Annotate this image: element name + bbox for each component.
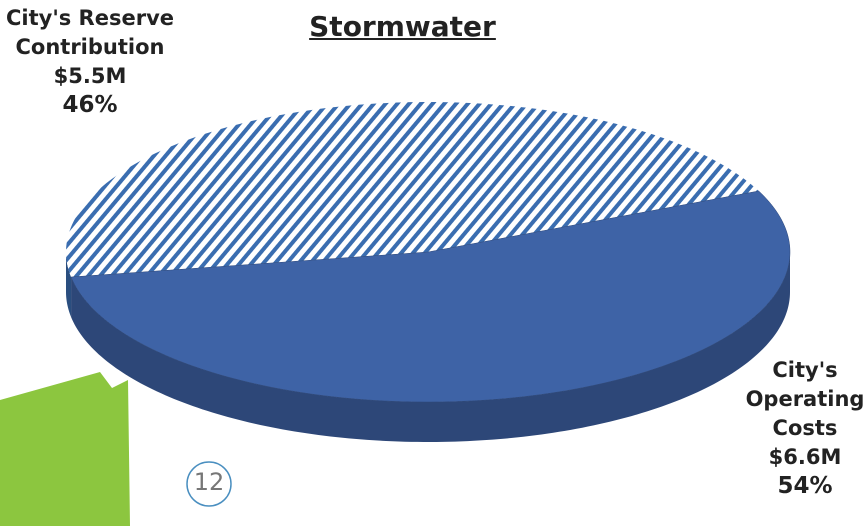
amount-label: $6.6M <box>768 445 842 469</box>
page-number: 12 <box>193 468 225 496</box>
pie <box>66 102 791 442</box>
slice-label: City's Reserve Contribution $5.5M 46% <box>5 4 175 120</box>
slice-side <box>66 252 72 318</box>
slice <box>70 190 791 403</box>
amount-label: $5.5M <box>53 64 127 88</box>
value-label: 54% <box>777 473 833 499</box>
value-label: 46% <box>62 92 118 118</box>
slice-side <box>71 252 790 442</box>
chart-title: Stormwater <box>309 10 496 43</box>
category-label: City's Reserve Contribution <box>5 6 175 59</box>
slice <box>66 102 759 278</box>
category-label: City's Operating Costs <box>745 358 865 440</box>
slice-label: City's Operating Costs $6.6M 54% <box>745 356 865 501</box>
page-number-circle <box>186 461 232 507</box>
decor-shape <box>0 372 130 526</box>
